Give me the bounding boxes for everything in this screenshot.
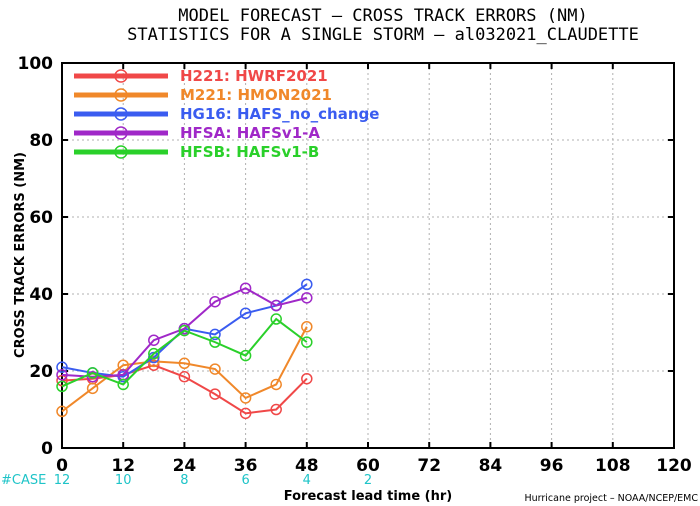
legend-marker — [114, 69, 128, 83]
x-tick-label: 24 — [173, 456, 197, 476]
x-tick-label: 0 — [56, 456, 68, 476]
data-point — [209, 295, 221, 308]
chart-title: MODEL FORECAST – CROSS TRACK ERRORS (NM) — [178, 6, 587, 26]
legend-label: HG16: HAFS_no_change — [180, 105, 379, 123]
data-point — [239, 307, 252, 319]
x-tick-label: 36 — [234, 456, 258, 476]
x-axis-label: Forecast lead time (hr) — [284, 489, 452, 504]
data-point — [301, 320, 313, 333]
x-tick-label: 12 — [111, 456, 135, 476]
case-counts: 12 10 8 6 4 2 — [54, 473, 372, 488]
data-point — [56, 380, 68, 393]
data-point — [178, 357, 191, 370]
legend-marker — [114, 107, 128, 121]
data-point — [209, 388, 221, 400]
x-tick-label: 120 — [656, 456, 692, 476]
series-line — [61, 317, 308, 388]
y-tick-label: 40 — [29, 285, 53, 305]
data-point — [270, 313, 282, 325]
x-tick-label: 108 — [595, 456, 631, 476]
data-point — [239, 349, 252, 362]
data-point — [148, 359, 160, 371]
data-point — [148, 347, 160, 360]
data-point — [178, 324, 191, 337]
case-count: 6 — [241, 473, 249, 488]
case-count: 12 — [54, 473, 71, 488]
data-point — [239, 392, 252, 404]
data-point — [301, 278, 313, 291]
x-tick-label: 72 — [417, 456, 441, 476]
data-point — [301, 292, 313, 304]
case-count: 8 — [180, 473, 188, 488]
legend-marker — [114, 126, 128, 140]
case-count: 10 — [115, 473, 132, 488]
data-point — [86, 382, 99, 395]
x-tick-label: 48 — [295, 456, 319, 476]
case-label: #CASE — [1, 473, 46, 488]
legend-label: M221: HMON2021 — [180, 86, 332, 104]
x-tick-label: 60 — [356, 456, 380, 476]
data-point — [270, 403, 282, 416]
y-tick-label: 80 — [29, 131, 53, 151]
y-tick-label: 0 — [41, 439, 53, 459]
series-lines — [56, 278, 313, 420]
chart-subtitle: STATISTICS FOR A SINGLE STORM – al032021… — [127, 25, 639, 45]
y-tick-label: 60 — [29, 208, 53, 228]
y-axis-label: CROSS TRACK ERRORS (NM) — [13, 152, 28, 358]
legend-label: H221: HWRF2021 — [180, 67, 328, 85]
data-point — [209, 363, 221, 375]
series-line — [61, 326, 308, 413]
data-point — [86, 367, 99, 379]
data-point — [239, 407, 252, 420]
legend-label: HFSA: HAFSv1-A — [180, 124, 320, 142]
legend-marker — [114, 88, 128, 102]
data-point — [56, 361, 68, 373]
data-point — [209, 328, 221, 341]
data-point — [86, 371, 99, 383]
data-point — [270, 378, 282, 391]
data-point — [270, 299, 282, 312]
axis-tick-labels: 0 12 24 36 48 60 72 84 96 108 120 0 20 40 60 80 100 — [18, 54, 692, 476]
data-point — [209, 336, 221, 348]
case-count: 2 — [364, 473, 372, 488]
y-tick-label: 100 — [18, 54, 54, 74]
data-point — [239, 282, 252, 294]
data-point — [148, 334, 160, 346]
axis-ticks — [61, 62, 675, 449]
data-point — [178, 371, 191, 383]
data-point — [301, 372, 313, 385]
legend-marker — [114, 145, 128, 159]
data-point — [56, 369, 68, 381]
case-count: 4 — [303, 473, 311, 488]
y-tick-label: 20 — [29, 362, 53, 382]
legend-label: HFSB: HAFSv1-B — [180, 143, 319, 161]
data-point — [301, 336, 313, 348]
data-point — [56, 405, 68, 418]
credit-text: Hurricane project – NOAA/NCEP/EMC — [524, 493, 698, 504]
data-point — [117, 378, 129, 391]
x-tick-label: 96 — [540, 456, 564, 476]
x-tick-label: 84 — [479, 456, 503, 476]
